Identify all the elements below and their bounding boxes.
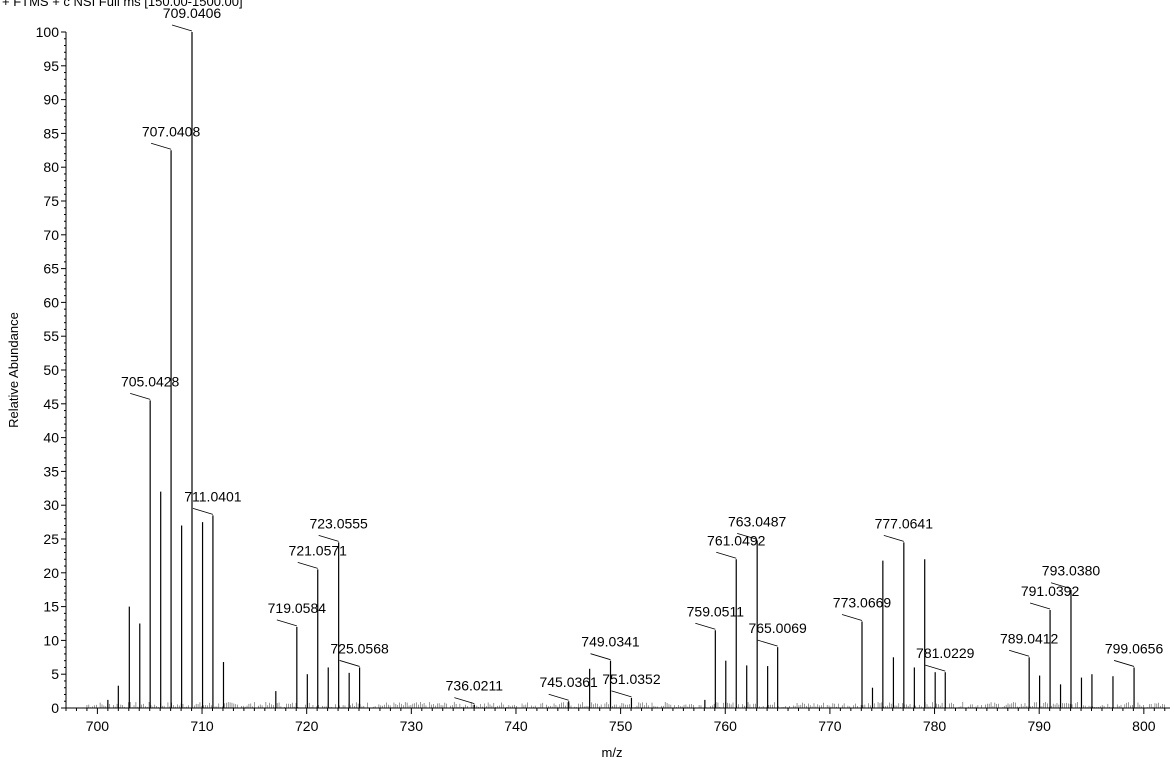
peak-label: 721.0571 bbox=[289, 542, 348, 558]
peak-label-leader bbox=[1113, 660, 1135, 667]
y-tick-label: 45 bbox=[43, 396, 59, 412]
peak-label-leader bbox=[757, 639, 778, 647]
y-tick-label: 55 bbox=[43, 328, 59, 344]
x-tick-label: 750 bbox=[609, 718, 633, 734]
peak-label: 791.0392 bbox=[1021, 583, 1080, 599]
y-tick-label: 80 bbox=[43, 159, 59, 175]
peak-labels: 705.0428 707.0408 709.0406 711.0401 719.0584… bbox=[121, 5, 1164, 694]
y-tick-label: 0 bbox=[51, 700, 59, 716]
peak-label-leader bbox=[192, 507, 214, 515]
x-tick-label: 770 bbox=[818, 718, 842, 734]
peak-label: 751.0352 bbox=[602, 671, 661, 687]
x-tick-label: 790 bbox=[1028, 718, 1052, 734]
x-tick-label: 730 bbox=[400, 718, 424, 734]
peak-label-leader bbox=[276, 619, 297, 627]
y-tick-label: 10 bbox=[43, 632, 59, 648]
x-tick-label: 710 bbox=[190, 718, 214, 734]
peak-label-leader bbox=[1009, 649, 1030, 657]
y-axis-ticks: 0 5 10 15 20 25 30 35 40 45 50 55 60 65 70 75 80 85 90 95 10… bbox=[36, 24, 66, 716]
peak-label-leader bbox=[716, 551, 737, 559]
peak-label: 745.0361 bbox=[539, 674, 598, 690]
y-tick-label: 5 bbox=[51, 666, 59, 682]
y-tick-label: 65 bbox=[43, 261, 59, 277]
peak-label-leader bbox=[150, 142, 172, 150]
x-tick-label: 760 bbox=[714, 718, 738, 734]
y-tick-label: 85 bbox=[43, 125, 59, 141]
x-tick-label: 780 bbox=[923, 718, 947, 734]
y-tick-label: 40 bbox=[43, 430, 59, 446]
y-tick-label: 100 bbox=[36, 24, 60, 40]
peak-label: 749.0341 bbox=[581, 634, 640, 650]
peak-label: 725.0568 bbox=[330, 640, 389, 656]
peak-label-leader bbox=[925, 664, 946, 672]
peak-label-leader bbox=[1029, 602, 1051, 610]
y-tick-label: 95 bbox=[43, 58, 59, 74]
peak-label: 799.0656 bbox=[1105, 640, 1164, 656]
x-tick-label: 720 bbox=[295, 718, 319, 734]
y-tick-label: 30 bbox=[43, 497, 59, 513]
peak-label: 777.0641 bbox=[875, 515, 934, 531]
peak-label-leader bbox=[883, 534, 904, 542]
peak-label-leader bbox=[611, 690, 632, 698]
peak-label: 719.0584 bbox=[268, 600, 327, 616]
peak-label: 736.0211 bbox=[446, 678, 504, 694]
label-leaders bbox=[130, 24, 1135, 705]
peak-label: 759.0511 bbox=[687, 603, 745, 619]
x-tick-label: 700 bbox=[86, 718, 110, 734]
y-tick-label: 35 bbox=[43, 463, 59, 479]
peak-label: 709.0406 bbox=[163, 5, 222, 21]
peak-label-leader bbox=[548, 693, 569, 701]
peak-label: 793.0380 bbox=[1042, 563, 1101, 579]
peak-label: 789.0412 bbox=[1000, 630, 1059, 646]
peak-label: 705.0428 bbox=[121, 373, 180, 389]
peak-label: 761.0492 bbox=[707, 532, 766, 548]
x-tick-label: 800 bbox=[1132, 718, 1156, 734]
y-tick-label: 25 bbox=[43, 531, 59, 547]
peaks bbox=[107, 32, 1135, 708]
y-tick-label: 15 bbox=[43, 599, 59, 615]
peak-label: 707.0408 bbox=[142, 123, 201, 139]
peak-label-leader bbox=[590, 653, 611, 661]
peak-label-leader bbox=[841, 614, 863, 621]
peak-label: 763.0487 bbox=[728, 513, 787, 529]
peak-label-leader bbox=[130, 393, 151, 400]
x-axis-label: m/z bbox=[602, 745, 623, 760]
y-tick-label: 70 bbox=[43, 227, 59, 243]
peak-label: 765.0069 bbox=[748, 620, 807, 636]
baseline-noise bbox=[86, 701, 1165, 708]
y-tick-label: 90 bbox=[43, 92, 59, 108]
peak-label-leader bbox=[171, 24, 193, 32]
peak-label: 711.0401 bbox=[184, 488, 242, 504]
y-tick-label: 20 bbox=[43, 565, 59, 581]
peak-label: 781.0229 bbox=[916, 645, 975, 661]
peak-label: 723.0555 bbox=[309, 515, 368, 531]
peak-label-leader bbox=[737, 532, 758, 540]
x-axis-ticks: 700 710 720 730 740 750 760 770 780 790 800 bbox=[65, 708, 1166, 734]
scan-header: + FTMS + c NSI Full ms [150.00-1500.00] bbox=[2, 0, 243, 9]
peak-label-leader bbox=[318, 534, 339, 542]
peak-label-leader bbox=[695, 622, 716, 630]
y-axis-label: Relative Abundance bbox=[6, 312, 21, 428]
peak-label: 773.0669 bbox=[833, 594, 892, 610]
peak-label-leader bbox=[297, 562, 318, 569]
peak-label-leader bbox=[339, 660, 360, 667]
y-tick-label: 75 bbox=[43, 193, 59, 209]
x-tick-label: 740 bbox=[504, 718, 528, 734]
y-tick-label: 50 bbox=[43, 362, 59, 378]
peak-label-leader bbox=[1050, 582, 1072, 590]
y-tick-label: 60 bbox=[43, 294, 59, 310]
peak-label-leader bbox=[454, 697, 475, 705]
